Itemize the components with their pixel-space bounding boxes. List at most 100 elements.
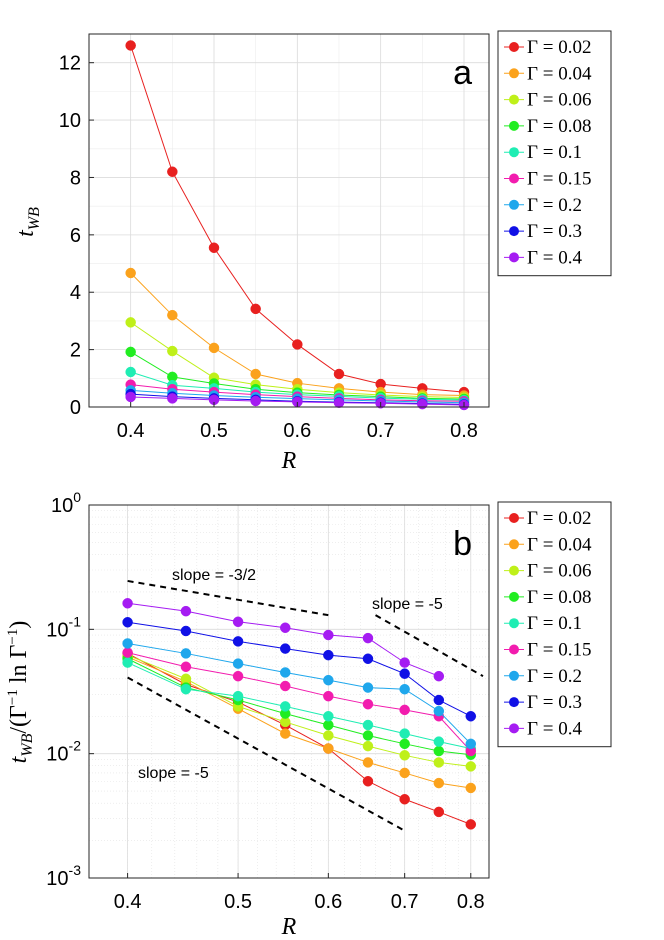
legend-entry: Γ = 0.08	[527, 587, 591, 608]
data-point	[323, 710, 334, 722]
svg-text:tWB: tWB	[13, 207, 43, 237]
panel-b-xlabel: R	[281, 914, 297, 940]
legend-swatch-marker	[509, 42, 519, 52]
x-tick-label: 0.4	[117, 420, 145, 442]
data-point	[433, 806, 445, 818]
slope-annotation: slope = -3/2	[172, 567, 256, 584]
data-point	[122, 647, 133, 658]
data-point	[399, 683, 410, 695]
y-tick-label: 100	[51, 489, 81, 517]
data-point	[362, 740, 374, 752]
data-point	[433, 705, 445, 717]
data-point	[180, 673, 192, 685]
data-point	[362, 632, 374, 644]
legend-swatch-marker	[509, 252, 519, 263]
legend-entry: Γ = 0.1	[527, 142, 582, 163]
x-tick-label: 0.7	[391, 891, 419, 913]
legend-swatch-marker	[509, 226, 519, 237]
data-point	[122, 638, 133, 649]
panel-a-ticks: 0.4 0.5 0.6 0.7 0.8 0 2 4 6 8 10 12	[59, 53, 478, 442]
series-line	[127, 602, 440, 677]
data-point	[280, 701, 291, 712]
legend-swatch-marker	[509, 644, 519, 655]
legend-entry: Γ = 0.15	[527, 640, 591, 661]
legend-entry: Γ = 0.4	[527, 718, 582, 739]
panel-b-ylabel-rest-1: /(Γ	[6, 705, 32, 734]
data-point	[232, 670, 244, 682]
panel-b-axes-box	[88, 504, 490, 879]
data-point	[180, 661, 192, 673]
data-point	[167, 345, 178, 357]
legend-swatch-marker	[509, 565, 519, 576]
legend-entry: Γ = 0.02	[527, 508, 591, 529]
legend-entry: Γ = 0.08	[527, 116, 591, 137]
panel-b-plot-area	[89, 505, 489, 878]
data-point	[433, 694, 445, 706]
legend-entry: Γ = 0.4	[527, 247, 582, 268]
panel-b-annotations: slope = -3/2 slope = -5 slope = -5	[127, 567, 484, 832]
data-point	[232, 690, 244, 702]
x-tick-label: 0.4	[114, 891, 142, 913]
y-tick-label: 2	[70, 340, 81, 362]
panel-a-ylabel-main: t	[13, 229, 39, 237]
data-point	[399, 668, 410, 679]
data-point	[323, 629, 334, 641]
data-point	[323, 730, 334, 741]
data-point	[465, 761, 477, 772]
data-point	[323, 674, 334, 686]
legend-swatch-marker	[509, 94, 519, 105]
data-point	[399, 738, 410, 750]
legend-entry: Γ = 0.04	[527, 534, 592, 555]
slope-annotation: slope = -5	[372, 596, 443, 613]
data-point	[433, 757, 445, 768]
data-point	[250, 368, 261, 380]
data-point	[292, 339, 303, 350]
panel-a: 0.4 0.5 0.6 0.7 0.8 0 2 4 6 8 10 12 a R tWB Γ = 0.0…	[13, 30, 612, 474]
data-point	[362, 757, 374, 768]
data-point	[399, 704, 410, 716]
data-point	[232, 658, 244, 669]
panel-a-xlabel: R	[281, 448, 297, 474]
data-point	[125, 267, 136, 279]
data-point	[250, 395, 261, 407]
y-tick-label: 10	[59, 110, 81, 132]
data-point	[280, 643, 291, 654]
panel-b-ylabel-sub: WB	[19, 733, 36, 756]
panel-b-ylabel-rest-2: ln Γ	[6, 644, 32, 689]
legend-swatch-marker	[509, 591, 519, 602]
data-point	[180, 605, 192, 617]
panel-b-ylabel-main: t	[6, 755, 32, 763]
legend-entry: Γ = 0.02	[527, 37, 591, 58]
svg-text:tWB/(Γ−1 ln Γ−1): tWB/(Γ−1 ln Γ−1)	[5, 621, 36, 764]
data-point	[280, 680, 291, 692]
data-point	[122, 598, 133, 609]
data-point	[323, 743, 334, 754]
panel-a-ylabel-sub: WB	[26, 207, 43, 230]
data-point	[433, 670, 445, 682]
x-tick-label: 0.7	[367, 420, 395, 442]
panel-a-series	[125, 40, 470, 411]
series	[122, 647, 477, 757]
data-point	[125, 391, 136, 403]
data-point	[362, 775, 374, 787]
x-tick-label: 0.5	[224, 891, 252, 913]
legend-entry: Γ = 0.06	[527, 90, 591, 111]
legend-swatch-marker	[509, 618, 519, 629]
data-point	[323, 690, 334, 702]
y-tick-label: 10-1	[46, 613, 81, 641]
data-point	[280, 667, 291, 678]
series	[122, 598, 445, 682]
legend-swatch-marker	[509, 147, 519, 158]
legend-swatch-marker	[509, 697, 519, 708]
data-point	[362, 698, 374, 710]
slope-line	[127, 579, 329, 617]
data-point	[180, 625, 192, 637]
panel-a-x-axis-label: R	[281, 448, 297, 474]
x-tick-label: 0.6	[283, 420, 311, 442]
data-point	[122, 657, 133, 668]
data-point	[167, 393, 178, 404]
x-tick-label: 0.8	[450, 420, 478, 442]
x-tick-label: 0.6	[314, 891, 342, 913]
